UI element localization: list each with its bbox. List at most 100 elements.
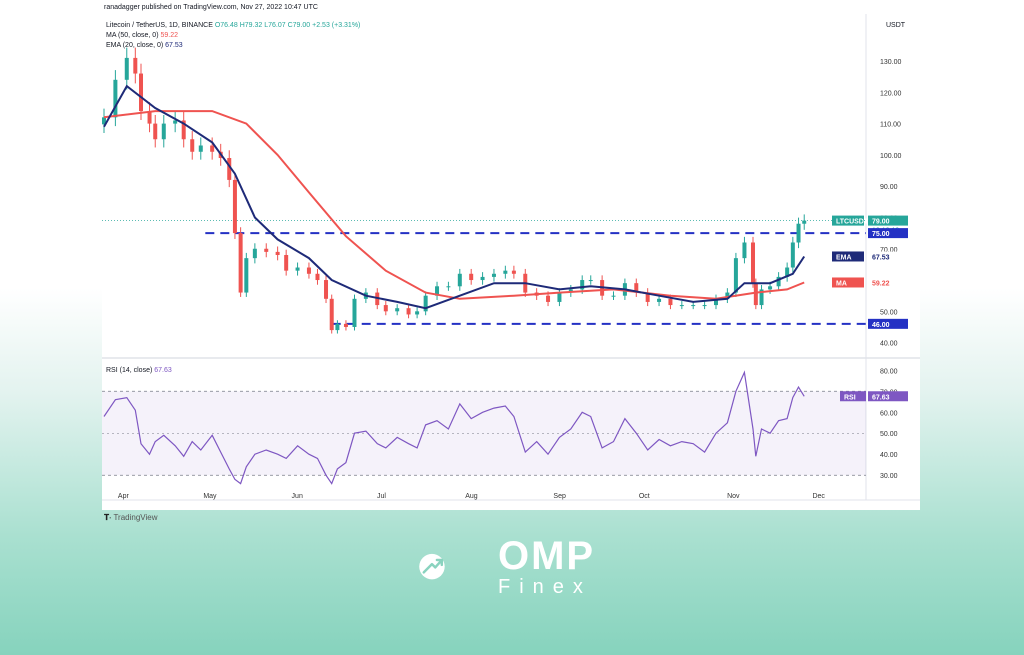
candle-body: [588, 280, 593, 282]
rsi-legend-value: 67.63: [154, 367, 172, 374]
candle-body: [557, 292, 562, 302]
candle-body: [750, 242, 755, 284]
time-tick-label: Aug: [465, 493, 478, 500]
price-change: +2.53 (+3.31%): [312, 22, 361, 29]
rsi-tick-label: 40.00: [880, 452, 898, 459]
time-tick-label: Jun: [292, 493, 303, 500]
rsi-tag-bg: [840, 391, 866, 402]
candle-body: [415, 311, 420, 315]
time-tick-label: Jul: [377, 493, 386, 500]
ma-legend-label: MA (50, close, 0): [106, 32, 159, 39]
candle-body: [190, 139, 195, 152]
symbol-title: Litecoin / TetherUS, 1D, BINANCE: [106, 22, 213, 29]
candle-body: [776, 276, 781, 287]
candle-body: [733, 258, 738, 293]
candle-body: [210, 145, 215, 152]
ma-tag: MA: [836, 280, 847, 287]
ma-tag-bg: [832, 277, 864, 288]
candle-body: [713, 298, 718, 306]
y-axis-unit: USDT: [886, 22, 906, 29]
symbol-tag: LTCUSDT: [836, 219, 869, 226]
candle-body: [725, 292, 730, 299]
rsi-tag: RSI: [844, 394, 856, 401]
tradingview-logo: 𝐓‧ TradingView: [104, 513, 158, 523]
time-tick-label: Oct: [639, 493, 650, 500]
candle-body: [679, 305, 684, 307]
ema-legend: EMA (20, close, 0) 67.53: [106, 42, 183, 49]
candle-body: [264, 248, 269, 252]
rsi-value-tag-bg: [868, 391, 908, 402]
symbol-tag-bg: [832, 215, 864, 226]
ohlc-values: O76.48 H79.32 L76.07 C79.00: [214, 22, 311, 29]
ma-value-tag-bg: [868, 277, 908, 288]
candle-body: [295, 267, 300, 271]
ema-legend-label: EMA (20, close, 0): [106, 42, 164, 49]
candle-body: [252, 248, 257, 259]
candle-body: [153, 123, 158, 140]
ma-legend: MA (50, close, 0) 59.22: [106, 32, 178, 39]
time-tick-label: Apr: [118, 493, 130, 500]
candle-body: [275, 251, 280, 256]
ema-value-tag: 67.53: [872, 254, 890, 261]
candle-body: [611, 295, 616, 297]
price-tick-label: 110.00: [880, 122, 901, 129]
last-price-tag-bg: [868, 215, 908, 226]
candle-body: [645, 292, 650, 302]
candle-body: [691, 305, 696, 307]
candle-body: [511, 270, 516, 274]
candle-body: [306, 267, 311, 274]
candle-body: [161, 123, 166, 140]
candle-body: [406, 308, 411, 315]
candle-body: [491, 273, 496, 277]
candle-body: [181, 120, 186, 140]
rsi-value-tag: 67.63: [872, 394, 890, 401]
level-low-tag: 46.00: [872, 322, 890, 329]
candle-body: [785, 267, 790, 277]
candle-body: [102, 117, 106, 125]
candle-body: [742, 242, 747, 259]
candle-body: [634, 283, 639, 293]
price-tick-label: 50.00: [880, 309, 898, 316]
price-tick-label: 40.00: [880, 341, 898, 348]
candle-body: [133, 57, 138, 74]
candle-body: [238, 233, 243, 293]
candle-body: [139, 73, 144, 112]
candle-body: [335, 323, 340, 331]
candle-body: [227, 158, 232, 180]
candle-body: [668, 298, 673, 306]
last-price-tag: 79.00: [872, 219, 890, 226]
candle-body: [315, 273, 320, 281]
candle-body: [802, 220, 807, 224]
candle-body: [395, 308, 400, 312]
rsi-line: [103, 370, 805, 485]
symbol-line: Litecoin / TetherUS, 1D, BINANCE O76.48 …: [106, 22, 360, 29]
tradingview-icon: 𝐓‧: [104, 513, 112, 522]
rsi-legend: RSI (14, close) 67.63: [106, 367, 172, 374]
candle-body: [329, 298, 334, 331]
ma-line: [103, 110, 805, 300]
ema-value-tag-bg: [868, 251, 908, 262]
candle-body: [147, 111, 152, 124]
level-high-tag: 75.00: [872, 231, 890, 238]
rsi-tick-label: 60.00: [880, 410, 898, 417]
level-high-tag-bg: [868, 228, 908, 239]
rsi-tick-label: 30.00: [880, 473, 898, 480]
candle-body: [702, 305, 707, 307]
candle-body: [198, 145, 203, 152]
price-tick-label: 70.00: [880, 247, 898, 254]
candle-body: [352, 298, 357, 327]
candle-body: [124, 57, 129, 80]
omp-brand-sub: Finex: [498, 576, 592, 598]
ema-tag: EMA: [836, 254, 852, 261]
candle-body: [480, 276, 485, 281]
price-chart[interactable]: 40.00 50.00 60.00 70.00 80.00 90.00 100.00 110.…: [102, 14, 920, 510]
candle-body: [546, 295, 551, 302]
time-tick-label: Dec: [812, 493, 825, 500]
rsi-legend-label: RSI (14, close): [106, 367, 153, 374]
chart-card: ranadagger published on TradingView.com,…: [102, 4, 920, 510]
time-tick-label: Sep: [553, 493, 566, 500]
candle-body: [284, 255, 289, 271]
candle-body: [457, 273, 462, 287]
candle-body: [790, 242, 795, 268]
omp-brand-text: OMP: [498, 534, 596, 578]
